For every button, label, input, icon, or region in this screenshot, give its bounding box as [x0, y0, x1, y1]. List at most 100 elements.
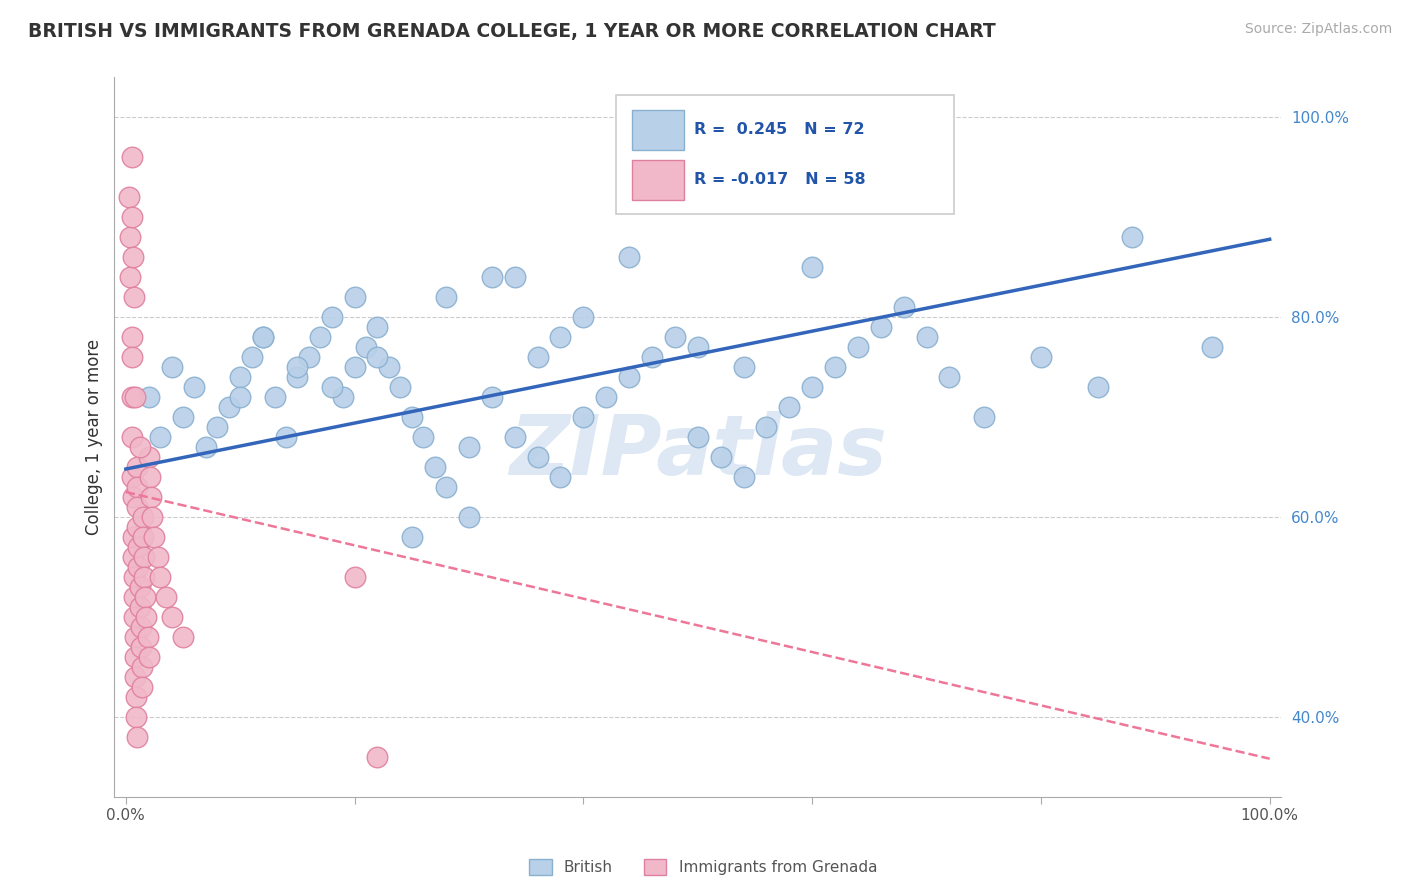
Point — [132, 530, 155, 544]
Point — [127, 540, 149, 554]
Point — [343, 290, 366, 304]
Text: R = -0.017   N = 58: R = -0.017 N = 58 — [695, 172, 866, 187]
Point — [1087, 380, 1109, 394]
Point — [526, 450, 548, 464]
Point — [686, 430, 709, 444]
Point — [298, 350, 321, 364]
Point — [733, 360, 755, 375]
FancyBboxPatch shape — [616, 95, 955, 214]
Point — [755, 420, 778, 434]
Point — [121, 549, 143, 564]
Point — [122, 570, 145, 584]
Point — [595, 390, 617, 404]
Point — [146, 549, 169, 564]
Text: R =  0.245   N = 72: R = 0.245 N = 72 — [695, 121, 865, 136]
Point — [131, 660, 153, 674]
Point — [252, 330, 274, 344]
Point — [503, 430, 526, 444]
Point — [124, 390, 146, 404]
Point — [183, 380, 205, 394]
Point — [172, 630, 194, 644]
Point — [550, 330, 572, 344]
Point — [401, 530, 423, 544]
Point — [274, 430, 297, 444]
Point — [378, 360, 401, 375]
Point — [1121, 230, 1143, 244]
Point — [401, 410, 423, 425]
Point — [824, 360, 846, 375]
Point — [149, 430, 172, 444]
Point — [423, 460, 446, 475]
Point — [121, 350, 143, 364]
FancyBboxPatch shape — [633, 161, 683, 201]
Point — [122, 290, 145, 304]
Point — [1029, 350, 1052, 364]
Point — [139, 470, 162, 484]
Legend: British, Immigrants from Grenada: British, Immigrants from Grenada — [529, 860, 877, 875]
Point — [124, 630, 146, 644]
Point — [263, 390, 285, 404]
Point — [366, 320, 388, 334]
Point — [526, 350, 548, 364]
Point — [686, 340, 709, 354]
Point — [617, 250, 640, 264]
Point — [138, 649, 160, 664]
Point — [129, 640, 152, 654]
Point — [135, 610, 157, 624]
Point — [121, 150, 143, 164]
Point — [617, 370, 640, 384]
Point — [160, 360, 183, 375]
Point — [354, 340, 377, 354]
Point — [132, 510, 155, 524]
Point — [122, 610, 145, 624]
Point — [321, 310, 343, 325]
Point — [121, 211, 143, 225]
FancyBboxPatch shape — [633, 110, 683, 150]
Point — [218, 400, 240, 414]
Point — [801, 380, 824, 394]
Point — [343, 570, 366, 584]
Point — [128, 440, 150, 454]
Point — [1201, 340, 1223, 354]
Point — [124, 649, 146, 664]
Point — [127, 480, 149, 494]
Point — [120, 270, 142, 285]
Point — [309, 330, 332, 344]
Point — [458, 510, 481, 524]
Point — [733, 470, 755, 484]
Point — [412, 430, 434, 444]
Point — [550, 470, 572, 484]
Point — [869, 320, 891, 334]
Point — [332, 390, 354, 404]
Point — [572, 410, 595, 425]
Point — [664, 330, 686, 344]
Point — [229, 390, 252, 404]
Point — [252, 330, 274, 344]
Point — [122, 590, 145, 604]
Point — [121, 490, 143, 504]
Point — [503, 270, 526, 285]
Point — [121, 530, 143, 544]
Point — [149, 570, 172, 584]
Point — [131, 680, 153, 694]
Point — [172, 410, 194, 425]
Point — [120, 230, 142, 244]
Point — [134, 590, 156, 604]
Point — [973, 410, 995, 425]
Point — [127, 500, 149, 514]
Point — [287, 360, 309, 375]
Point — [366, 749, 388, 764]
Point — [458, 440, 481, 454]
Point — [287, 370, 309, 384]
Point — [121, 250, 143, 264]
Point — [434, 480, 457, 494]
Point — [138, 390, 160, 404]
Point — [572, 310, 595, 325]
Point — [938, 370, 960, 384]
Text: BRITISH VS IMMIGRANTS FROM GRENADA COLLEGE, 1 YEAR OR MORE CORRELATION CHART: BRITISH VS IMMIGRANTS FROM GRENADA COLLE… — [28, 22, 995, 41]
Point — [128, 580, 150, 594]
Point — [118, 190, 141, 204]
Point — [160, 610, 183, 624]
Point — [121, 330, 143, 344]
Point — [127, 520, 149, 534]
